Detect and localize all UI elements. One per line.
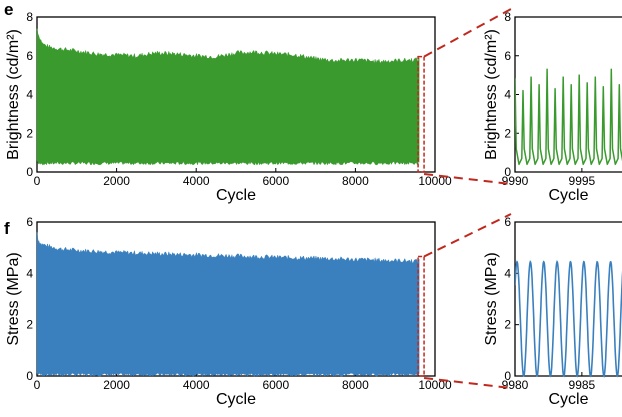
f-main-xtick-label-1: 2000 <box>103 378 130 392</box>
e-main-ylabel: Brightness (cd/m²) <box>5 29 22 160</box>
f-zoom-frame <box>514 221 622 377</box>
e-main-ytick-label-4: 8 <box>26 10 33 24</box>
e-main-zoom-box <box>417 55 425 173</box>
e-zoom-ytick-label-1: 2 <box>504 126 511 140</box>
f-main-ytick-label-2: 4 <box>26 266 33 280</box>
e-zoom-ytick-label-0: 0 <box>504 165 511 179</box>
f-zoom-ylabel: Stress (MPa) <box>483 252 500 345</box>
stress-main-chart: 0 2000 4000 6000 8000 10000 0 2 4 6 Cycle Stress (M… <box>5 215 452 408</box>
f-zoom-ytick-label-2: 4 <box>504 266 511 280</box>
connector-f-top <box>423 213 512 258</box>
e-main-xtick-label-3: 6000 <box>262 174 289 188</box>
e-main-ytick-label-2: 4 <box>26 88 33 102</box>
f-main-area <box>36 232 420 377</box>
f-zoom-ytick-label-0: 0 <box>504 369 511 383</box>
f-zoom-ytick-label-3: 6 <box>504 215 511 229</box>
f-main-ytick-label-3: 6 <box>26 215 33 229</box>
e-main-xtick-label-2: 4000 <box>183 174 210 188</box>
zoom-connectors <box>423 8 512 389</box>
e-zoom-xtick-label-1: 9995 <box>569 174 596 188</box>
e-zoom-ytick-label-3: 6 <box>504 49 511 63</box>
f-main-xtick-label-5: 10000 <box>418 378 452 392</box>
f-main-xtick-label-0: 0 <box>34 378 41 392</box>
f-zoom-xtick-label-0: 9980 <box>502 378 529 392</box>
f-zoom-ytick-label-1: 2 <box>504 318 511 332</box>
f-main-xlabel: Cycle <box>216 391 256 408</box>
e-main-ytick-label-0: 0 <box>26 165 33 179</box>
e-main-ytick-label-3: 6 <box>26 49 33 63</box>
panel-label-f: f <box>4 219 10 238</box>
f-zoom-xtick-label-1: 9985 <box>569 378 596 392</box>
f-zoom-line <box>515 260 622 378</box>
e-zoom-xlabel: Cycle <box>548 187 588 204</box>
f-main-xtick-label-3: 6000 <box>262 378 289 392</box>
panel-label-e: e <box>4 0 13 19</box>
brightness-main-chart: 0 2000 4000 6000 8000 10000 0 2 4 6 8 Cycle Brightne… <box>5 10 452 204</box>
e-main-xtick-label-4: 8000 <box>342 174 369 188</box>
f-main-ytick-label-1: 2 <box>26 318 33 332</box>
e-zoom-xtick-label-0: 9990 <box>502 174 529 188</box>
f-main-xtick-label-2: 4000 <box>183 378 210 392</box>
brightness-zoom-chart: 9990 9995 0 2 4 6 8 Cycle Brightness (cd/m²) <box>483 10 622 204</box>
e-main-ytick-label-1: 2 <box>26 126 33 140</box>
e-zoom-ytick-label-2: 4 <box>504 88 511 102</box>
e-zoom-line <box>515 68 622 166</box>
f-main-zoom-box <box>417 255 425 377</box>
e-zoom-ylabel: Brightness (cd/m²) <box>483 29 500 160</box>
stress-zoom-chart: 9980 9985 0 2 4 6 Cycle Stress (MPa) <box>483 215 622 408</box>
f-main-ytick-label-0: 0 <box>26 369 33 383</box>
f-main-ylabel: Stress (MPa) <box>5 252 22 345</box>
connector-e-top <box>423 8 512 58</box>
e-main-xlabel: Cycle <box>216 187 256 204</box>
e-main-xtick-label-5: 10000 <box>418 174 452 188</box>
e-main-xtick-label-0: 0 <box>34 174 41 188</box>
e-zoom-ytick-label-4: 8 <box>504 10 511 24</box>
e-main-xtick-label-1: 2000 <box>103 174 130 188</box>
e-main-area <box>36 28 420 166</box>
f-zoom-xlabel: Cycle <box>548 391 588 408</box>
f-main-xtick-label-4: 8000 <box>342 378 369 392</box>
